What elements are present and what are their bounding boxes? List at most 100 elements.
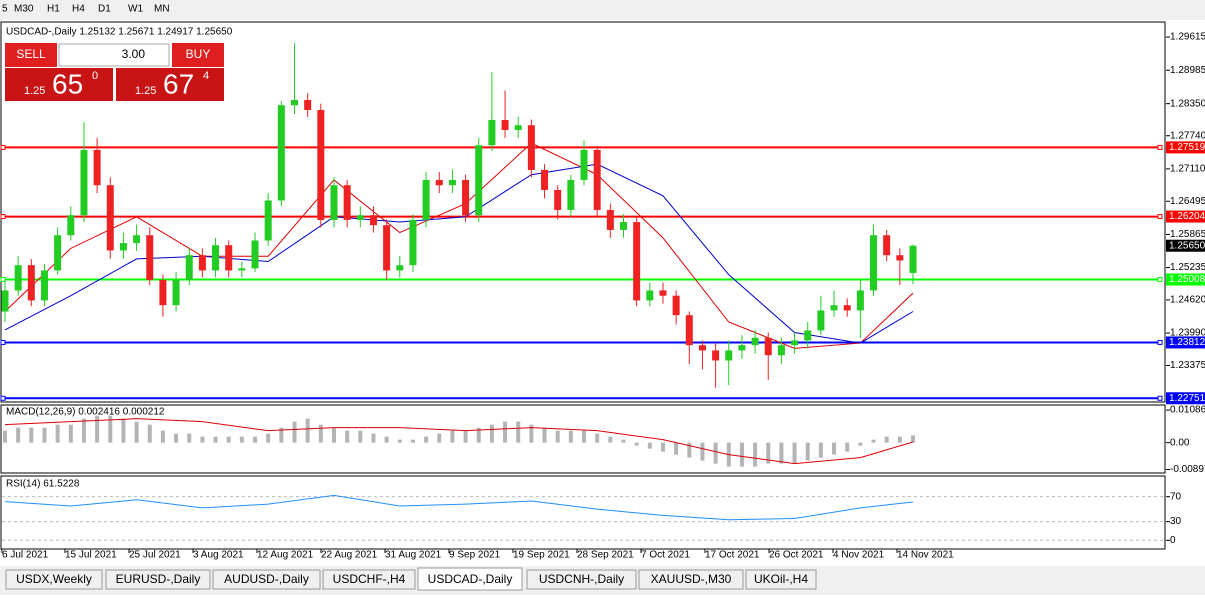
candle-body <box>133 235 141 244</box>
macd-bar <box>55 424 60 443</box>
candle-body <box>40 270 48 301</box>
macd-bar <box>660 442 665 452</box>
candle-body <box>527 125 535 170</box>
buy-label[interactable]: BUY <box>186 47 211 61</box>
level-anchor <box>0 277 6 283</box>
macd-bar <box>911 435 915 443</box>
macd-bar <box>700 442 705 461</box>
level-anchor <box>0 214 6 220</box>
buy-big: 1.25 <box>135 85 156 97</box>
tab[interactable] <box>322 569 416 590</box>
sell-big: 1.25 <box>24 85 45 97</box>
x-tick-label: 28 Sep 2021 <box>577 550 634 561</box>
timeframe-button[interactable]: 5 <box>2 4 8 15</box>
macd-signal <box>4 418 914 465</box>
y-tick-label: 1.29615 <box>1170 32 1205 43</box>
buy-price-box[interactable] <box>116 68 224 101</box>
y-tick-label: 0.00 <box>1170 437 1190 448</box>
tab[interactable] <box>212 569 321 590</box>
macd-bar <box>845 442 850 452</box>
candle-body <box>369 215 377 226</box>
x-tick-label: 6 Jul 2021 <box>2 550 49 561</box>
tab[interactable] <box>105 569 211 590</box>
timeframe-button[interactable]: H4 <box>72 4 85 15</box>
macd-bar <box>266 433 271 443</box>
level-anchor <box>0 144 6 150</box>
y-tick-label: 1.23375 <box>1170 360 1205 371</box>
lots-value[interactable]: 3.00 <box>122 47 146 61</box>
macd-bar <box>621 439 626 443</box>
tab-label[interactable]: XAUUSD-,M30 <box>651 572 732 586</box>
macd-bar <box>647 442 652 449</box>
sell-pips: 65 <box>52 68 83 99</box>
timeframe-button[interactable]: D1 <box>98 4 111 15</box>
candle-body <box>396 265 404 271</box>
candle-body <box>67 215 75 236</box>
tab-label[interactable]: USDX,Weekly <box>16 572 92 586</box>
timeframe-button[interactable]: MN <box>154 4 170 15</box>
tab[interactable] <box>417 567 523 591</box>
tab-label[interactable]: AUDUSD-,Daily <box>224 572 309 586</box>
tab[interactable] <box>745 569 817 590</box>
macd-bar <box>3 430 7 443</box>
candle-body <box>725 350 733 361</box>
x-tick-label: 25 Jul 2021 <box>129 550 181 561</box>
tab[interactable] <box>5 569 103 590</box>
macd-bar <box>516 421 521 443</box>
y-tick-label: 1.24620 <box>1170 295 1205 306</box>
candle-body <box>198 255 206 271</box>
candle-body <box>93 149 101 186</box>
candle-body <box>488 119 496 146</box>
tab[interactable] <box>526 569 637 590</box>
macd-bar <box>95 415 100 443</box>
candle-body <box>119 243 127 251</box>
macd-bar <box>279 427 284 443</box>
sell-price-box[interactable] <box>5 68 113 101</box>
symbol-header: USDCAD-,Daily 1.25132 1.25671 1.24917 1.… <box>6 27 233 38</box>
sell-point: 0 <box>92 70 98 82</box>
macd-bar <box>174 433 179 443</box>
lots-input[interactable] <box>58 43 170 67</box>
level-anchor <box>0 395 6 401</box>
macd-bar <box>121 418 126 443</box>
timeframe-button[interactable]: H1 <box>47 4 60 15</box>
candle-body <box>475 145 483 216</box>
macd-bar <box>292 421 297 443</box>
macd-bar <box>410 439 415 443</box>
level-label: 1.27519 <box>1169 142 1205 153</box>
tab-label[interactable]: UKOil-,H4 <box>754 572 808 586</box>
macd-bar <box>608 436 613 443</box>
x-tick-label: 17 Oct 2021 <box>705 550 760 561</box>
sell-label[interactable]: SELL <box>16 47 46 61</box>
timeframe-button[interactable]: M30 <box>14 4 34 15</box>
x-tick-label: 12 Aug 2021 <box>257 550 314 561</box>
level-anchor <box>1157 339 1163 345</box>
candle-body <box>383 225 391 271</box>
trade-panel: SELL 3.00 BUY 1.25 65 0 1.25 67 4 <box>5 43 224 101</box>
macd-bar <box>858 442 863 446</box>
y-tick-label: 1.23990 <box>1170 328 1205 339</box>
candle-body <box>843 305 851 311</box>
candle-body <box>883 235 891 256</box>
timeframe-button[interactable]: W1 <box>128 4 143 15</box>
sell-button[interactable] <box>5 43 57 67</box>
buy-button[interactable] <box>172 43 224 67</box>
candle-body <box>712 350 720 361</box>
tab-label[interactable]: EURUSD-,Daily <box>116 572 201 586</box>
tab[interactable] <box>638 569 744 590</box>
macd-bar <box>358 430 363 443</box>
candle-body <box>291 99 299 106</box>
x-tick-label: 9 Sep 2021 <box>449 550 501 561</box>
macd-bar <box>871 439 876 443</box>
macd-bar <box>753 442 758 467</box>
rsi-panel <box>0 475 1166 550</box>
x-tick-label: 22 Aug 2021 <box>321 550 378 561</box>
tab-label[interactable]: USDCHF-,H4 <box>333 572 406 586</box>
candle-body <box>672 295 680 316</box>
macd-bar <box>134 421 139 443</box>
y-tick-label: 1.28350 <box>1170 98 1205 109</box>
tab-label[interactable]: USDCAD-,Daily <box>428 572 513 586</box>
candle-body <box>185 255 193 280</box>
y-tick-label: 30 <box>1170 516 1182 527</box>
tab-label[interactable]: USDCNH-,Daily <box>539 572 624 586</box>
